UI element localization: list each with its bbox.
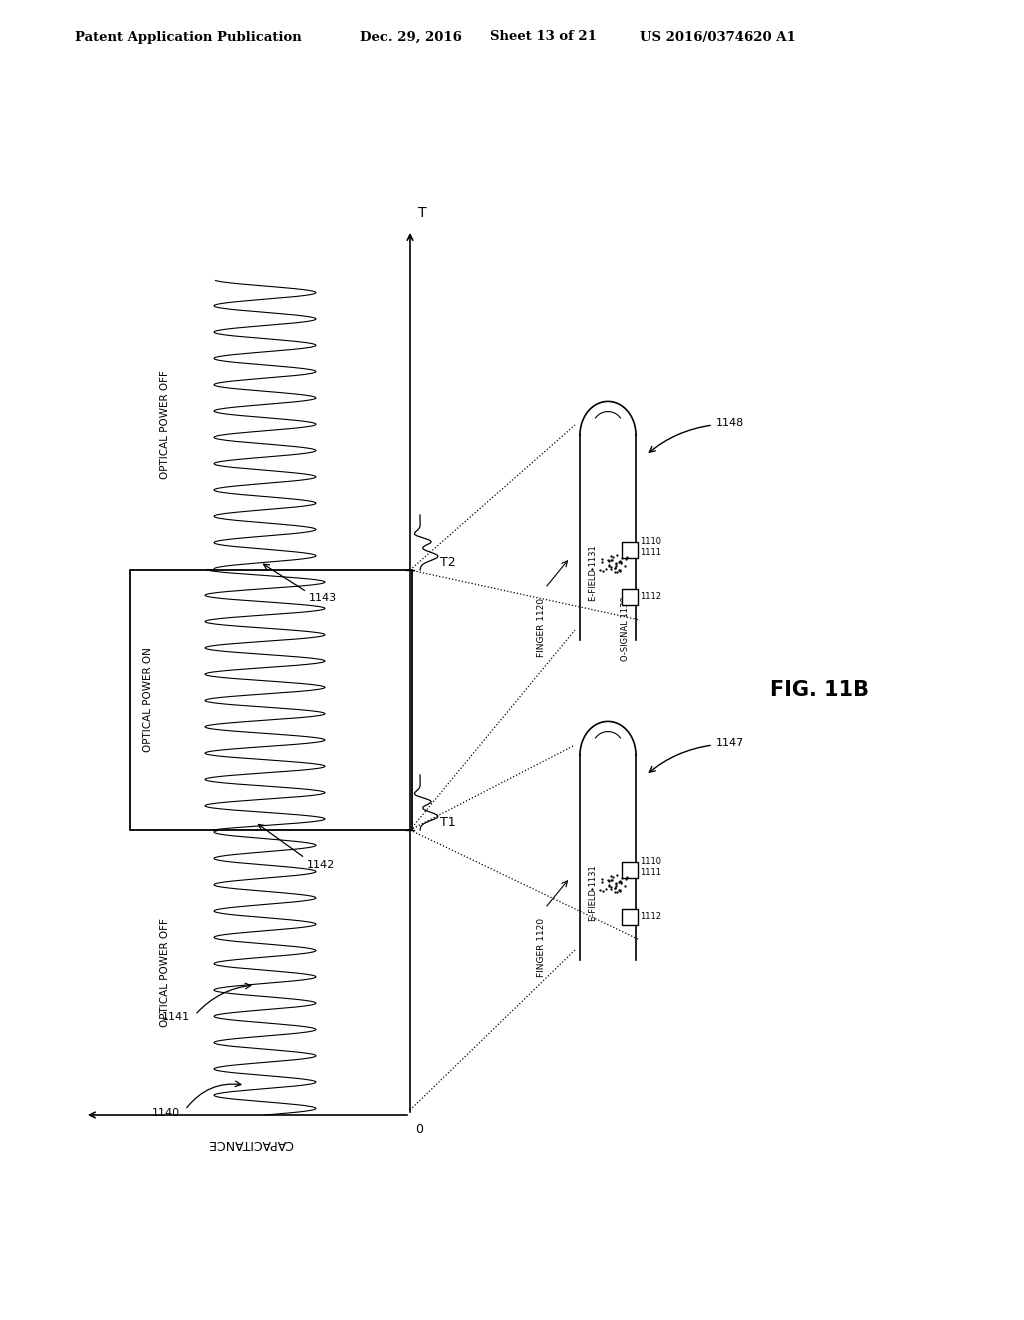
Text: CAPACITANCE: CAPACITANCE bbox=[207, 1137, 293, 1150]
Text: 1140: 1140 bbox=[152, 1107, 180, 1118]
Text: T: T bbox=[418, 206, 427, 220]
Text: 1111: 1111 bbox=[640, 869, 662, 878]
Text: 1148: 1148 bbox=[716, 418, 744, 428]
Bar bbox=[622, 541, 638, 558]
Text: T1: T1 bbox=[440, 816, 456, 829]
Text: E-FIELD 1131: E-FIELD 1131 bbox=[590, 545, 598, 601]
Text: 1110: 1110 bbox=[640, 857, 662, 866]
Text: O-SIGNAL 1130: O-SIGNAL 1130 bbox=[621, 595, 630, 660]
Text: T2: T2 bbox=[440, 556, 456, 569]
Text: 1111: 1111 bbox=[640, 548, 662, 557]
Text: US 2016/0374620 A1: US 2016/0374620 A1 bbox=[640, 30, 796, 44]
Text: OPTICAL POWER OFF: OPTICAL POWER OFF bbox=[160, 371, 170, 479]
Text: FIG. 11B: FIG. 11B bbox=[770, 680, 869, 700]
Text: 0: 0 bbox=[415, 1123, 423, 1137]
Bar bbox=[622, 908, 638, 925]
Text: 1142: 1142 bbox=[307, 861, 335, 870]
Text: FINGER 1120: FINGER 1120 bbox=[538, 917, 547, 977]
Bar bbox=[622, 589, 638, 605]
Text: 1147: 1147 bbox=[716, 738, 744, 748]
Text: Sheet 13 of 21: Sheet 13 of 21 bbox=[490, 30, 597, 44]
Text: E-FIELD 1131: E-FIELD 1131 bbox=[590, 866, 598, 921]
Text: 1112: 1112 bbox=[640, 593, 662, 601]
Text: OPTICAL POWER OFF: OPTICAL POWER OFF bbox=[160, 919, 170, 1027]
Text: 1143: 1143 bbox=[309, 593, 337, 603]
Text: OPTICAL POWER ON: OPTICAL POWER ON bbox=[143, 648, 153, 752]
Bar bbox=[130, 570, 412, 830]
Text: 1112: 1112 bbox=[640, 912, 662, 921]
Text: FINGER 1120: FINGER 1120 bbox=[538, 598, 547, 657]
Text: Dec. 29, 2016: Dec. 29, 2016 bbox=[360, 30, 462, 44]
Text: 1110: 1110 bbox=[640, 537, 662, 546]
Text: 1141: 1141 bbox=[162, 1012, 190, 1022]
Text: Patent Application Publication: Patent Application Publication bbox=[75, 30, 302, 44]
Bar bbox=[622, 862, 638, 878]
